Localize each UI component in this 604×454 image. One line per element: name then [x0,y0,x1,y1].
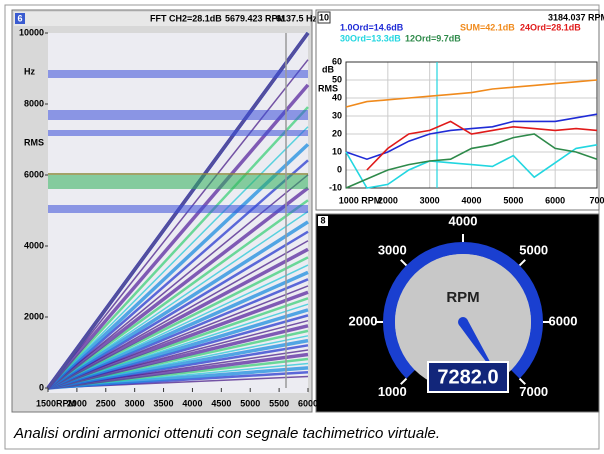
legend-label: 12Ord=9.7dB [405,33,461,43]
y-tick-label: 2000 [24,311,44,321]
spectrogram-image [46,31,310,390]
y-tick-label: 4000 [24,240,44,250]
rpm-label: 5679.423 RPM [225,13,285,23]
gauge-tick [400,377,408,385]
spectral-streak [47,290,309,390]
gauge-label: RPM [446,289,479,306]
legend-label: SUM=42.1dB [460,22,515,32]
x-tick-label: 3500 [154,398,174,408]
spectral-streak [47,126,309,389]
y-tick-label: 10000 [19,27,44,37]
gauge-tick [518,377,526,385]
y-unit: dB [322,64,334,74]
y-tick-label: 30 [332,110,342,120]
x-tick-label: 5000 [503,195,523,205]
spectral-band [48,70,308,78]
spectral-band [48,110,308,120]
gauge-tick [518,259,526,267]
x-tick-label: 2500 [96,398,116,408]
legend-label: 30Ord=13.3dB [340,33,401,43]
panel-badge [317,11,331,24]
spectral-band [48,130,308,136]
y-measure: RMS [318,83,338,93]
gauge-tick-label: 5000 [519,243,548,258]
x-tick-label: 6000 [298,398,318,408]
readout-box [427,361,509,393]
spectral-streak [47,220,309,390]
y-unit: Hz [24,66,35,76]
panel-header [14,12,310,26]
x-tick-label: 5500 [269,398,289,408]
spectral-band [48,175,308,189]
x-tick-label: 2000 [378,195,398,205]
gauge-tick-label: 6000 [549,313,578,328]
x-tick-label: 1500RPM [36,398,76,408]
legend-label: 1.0Ord=14.6dB [340,22,404,32]
spectral-streak [47,338,309,390]
orders-panel [315,9,600,211]
y-tick-label: 0 [337,164,342,174]
y-tick-label: 20 [332,128,342,138]
channel-label: FFT CH2=28.1dB [150,13,222,23]
y-tick-label: 10 [332,146,342,156]
spectral-streak [47,247,309,390]
y-tick-label: 50 [332,74,342,84]
gauge-tick-label: 2000 [349,313,378,328]
x-tick-label: 1000 RPM [339,195,382,205]
legend-label: 24Ord=28.1dB [520,22,581,32]
y-measure: RMS [24,137,44,147]
plot-border [345,61,598,189]
spectral-streak [47,159,309,389]
spectral-streak [47,352,309,390]
spectral-streak [47,210,309,389]
x-tick-label: 700 [589,195,604,205]
y-tick-label: 40 [332,92,342,102]
x-tick-label: 5000 [240,398,260,408]
x-tick-label: 2000 [67,398,87,408]
series-line [345,144,598,189]
freq-label: 6137.5 Hz [276,13,318,23]
x-tick-label: 3000 [125,398,145,408]
spectral-streak [46,186,310,390]
y-tick-label: 60 [332,56,342,66]
spectral-streak [47,324,309,390]
caption: Analisi ordini armonici ottenuti con seg… [13,425,440,442]
x-tick-label: 3000 [420,195,440,205]
gauge-tick-label: 7000 [519,384,548,399]
readout: 7282.0 [437,366,498,388]
x-tick-label: 4500 [211,398,231,408]
spectral-streak [47,308,309,390]
panel-badge [318,216,328,226]
spectral-streak [47,270,309,390]
x-tick-label: 6000 [545,195,565,205]
series-line [345,79,598,108]
rpm-label: 3184.037 RPM [548,12,604,22]
panel-id: 6 [17,13,22,23]
series-line [345,113,598,161]
gauge-tick [400,259,408,267]
spectral-streak [47,106,309,389]
panel-id: 8 [320,215,325,225]
panel-badge [15,13,25,24]
x-tick-label: 4000 [182,398,202,408]
gauge-tick-label: 1000 [378,384,407,399]
series-line [366,120,598,171]
gauge-hub [458,317,468,327]
y-tick-label: 0 [39,382,44,392]
series-line [345,133,598,189]
y-tick-label: 8000 [24,98,44,108]
gauge-tick-label: 3000 [378,243,407,258]
gauge-tick-label: 4000 [449,213,478,228]
panel-id: 10 [319,12,329,22]
spectral-band [48,205,308,213]
y-tick-label: 6000 [24,169,44,179]
y-tick-label: -10 [329,182,342,192]
x-tick-label: 4000 [461,195,481,205]
spectral-streak [47,240,309,389]
